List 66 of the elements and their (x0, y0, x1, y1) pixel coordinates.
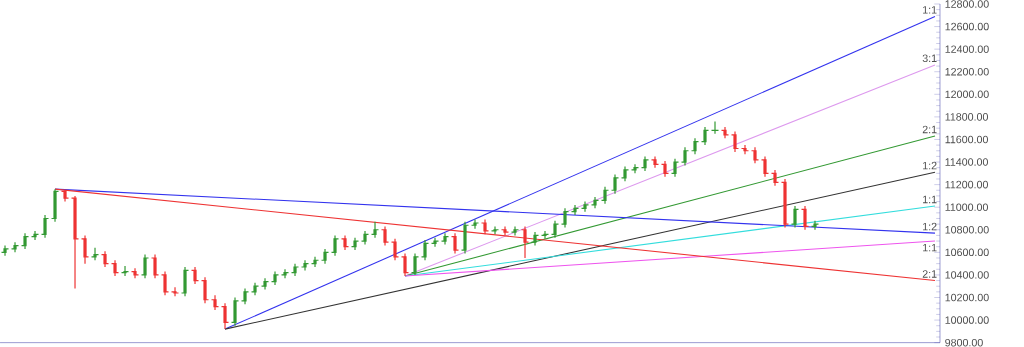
candlestick (280, 268, 290, 280)
candlestick (230, 297, 240, 327)
y-tick-label: 11400.00 (945, 158, 988, 166)
candlestick (150, 254, 160, 280)
candlestick (80, 234, 90, 265)
candlestick (90, 247, 100, 262)
candlestick (680, 146, 690, 167)
candlestick (800, 205, 810, 231)
series-label: 1:1 (923, 195, 937, 204)
candlestick (180, 266, 190, 298)
candlestick (510, 225, 520, 237)
candlestick (700, 126, 710, 146)
series-label: 1:1 (923, 244, 937, 252)
candlestick (330, 234, 340, 257)
candlestick (470, 219, 480, 230)
y-tick-label: 12000.00 (945, 90, 989, 99)
candlestick (140, 254, 150, 280)
candlestick (630, 163, 640, 175)
y-tick-label: 10200.00 (945, 293, 989, 302)
y-tick-label: 11600.00 (945, 135, 988, 144)
y-tick-label: 11000.00 (945, 203, 988, 212)
y-tick-label: 11200.00 (945, 181, 988, 189)
series-label: 2:1 (922, 125, 937, 134)
candlestick (500, 225, 510, 237)
candlestick (120, 265, 130, 277)
candlestick (610, 174, 620, 195)
y-tick-label: 10400.00 (945, 271, 989, 279)
candlestick (380, 225, 390, 247)
series-label: 1:1 (923, 6, 937, 14)
candlestick (760, 155, 770, 178)
candlestick (790, 205, 800, 229)
candlestick (390, 238, 400, 262)
candlestick (490, 225, 500, 236)
y-tick-label: 12400.00 (945, 45, 989, 54)
y-tick-label: 10600.00 (945, 248, 989, 257)
candlestick (430, 237, 440, 248)
candlestick (160, 271, 170, 297)
series-label: 1:2 (923, 161, 937, 170)
series-label: 2:1 (922, 270, 937, 278)
candlestick (310, 256, 320, 268)
y-tick-label: 10800.00 (945, 226, 989, 234)
candlestick (370, 221, 380, 239)
candlestick (30, 230, 40, 241)
candlestick (560, 207, 570, 229)
y-tick-label: 11800.00 (945, 113, 988, 121)
y-tick-label: 12200.00 (945, 68, 989, 76)
y-tick-label: 12600.00 (945, 22, 989, 31)
y-tick-label: 9800.00 (945, 339, 983, 347)
y-tick-label: 10000.00 (945, 316, 989, 325)
candlestick (730, 131, 740, 153)
candlestick (220, 302, 230, 330)
candlestick (810, 220, 820, 231)
y-tick-label: 12800.00 (945, 0, 989, 8)
candlestick (170, 286, 180, 298)
candlestick (420, 239, 430, 262)
series-label: 3:1 (922, 54, 937, 63)
candlestick (450, 232, 460, 255)
candlestick (40, 214, 50, 239)
candlestick (740, 144, 750, 155)
candlestick (200, 276, 210, 304)
candlestick (570, 204, 580, 216)
candlestick (520, 225, 530, 259)
series-label: 1:2 (923, 222, 937, 231)
candlestick (400, 253, 410, 277)
candlestick (670, 158, 680, 178)
candlestick (540, 230, 550, 240)
